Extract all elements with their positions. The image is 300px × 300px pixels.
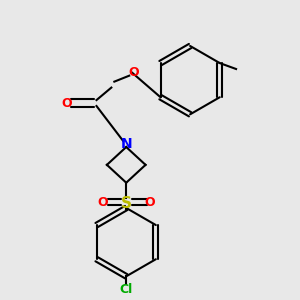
- Text: S: S: [121, 196, 132, 211]
- Text: O: O: [145, 196, 155, 208]
- Text: N: N: [120, 137, 132, 151]
- Text: O: O: [97, 196, 108, 208]
- Text: O: O: [61, 97, 72, 110]
- Text: O: O: [128, 66, 139, 79]
- Text: Cl: Cl: [120, 283, 133, 296]
